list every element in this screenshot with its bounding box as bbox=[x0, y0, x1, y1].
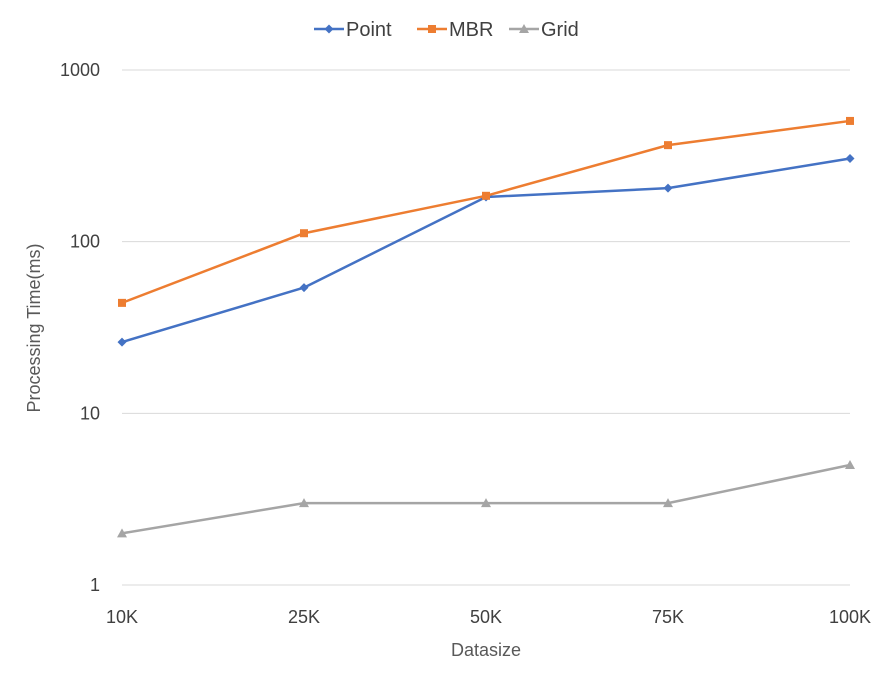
series-point bbox=[117, 154, 855, 347]
point-grid bbox=[117, 528, 127, 538]
point-mbr bbox=[300, 229, 308, 238]
point-point bbox=[845, 154, 855, 164]
point-grid bbox=[663, 498, 673, 508]
legend: Point MBR Grid bbox=[314, 19, 579, 41]
series-lines bbox=[117, 116, 855, 538]
x-tick-label: 25K bbox=[288, 607, 320, 627]
point-grid bbox=[299, 498, 309, 508]
point-point bbox=[299, 283, 309, 293]
y-tick-label: 10 bbox=[80, 403, 100, 423]
series-line-mbr bbox=[121, 119, 851, 305]
point-grid bbox=[481, 498, 491, 508]
legend-label-grid: Grid bbox=[541, 19, 579, 41]
y-axis-title: Processing Time(ms) bbox=[24, 243, 44, 412]
point-mbr bbox=[846, 116, 854, 125]
x-axis-title: Datasize bbox=[451, 640, 521, 660]
axes: 1 10 100 1000 10K 25K 50K 75K 100K bbox=[60, 60, 871, 627]
y-tick-label: 1000 bbox=[60, 60, 100, 80]
gridlines bbox=[122, 69, 850, 586]
legend-marker-mbr bbox=[428, 25, 436, 33]
y-tick-label: 1 bbox=[90, 575, 100, 595]
point-point bbox=[117, 337, 127, 347]
x-tick-label: 75K bbox=[652, 607, 684, 627]
legend-marker-point bbox=[324, 24, 334, 34]
legend-item-point: Point bbox=[314, 19, 392, 41]
y-tick-label: 100 bbox=[70, 232, 100, 252]
x-tick-label: 10K bbox=[106, 607, 138, 627]
x-tick-label: 100K bbox=[829, 607, 871, 627]
series-grid bbox=[117, 460, 855, 538]
series-line-point bbox=[121, 157, 851, 344]
point-point bbox=[663, 183, 673, 193]
legend-marker-grid bbox=[519, 24, 529, 33]
point-mbr bbox=[664, 141, 672, 150]
point-mbr bbox=[482, 191, 490, 200]
point-mbr bbox=[118, 298, 126, 307]
legend-item-mbr: MBR bbox=[417, 19, 493, 41]
series-mbr bbox=[118, 116, 854, 307]
legend-label-point: Point bbox=[346, 19, 392, 41]
legend-label-mbr: MBR bbox=[449, 19, 493, 41]
point-grid bbox=[845, 460, 855, 470]
legend-item-grid: Grid bbox=[509, 19, 579, 41]
x-tick-label: 50K bbox=[470, 607, 502, 627]
